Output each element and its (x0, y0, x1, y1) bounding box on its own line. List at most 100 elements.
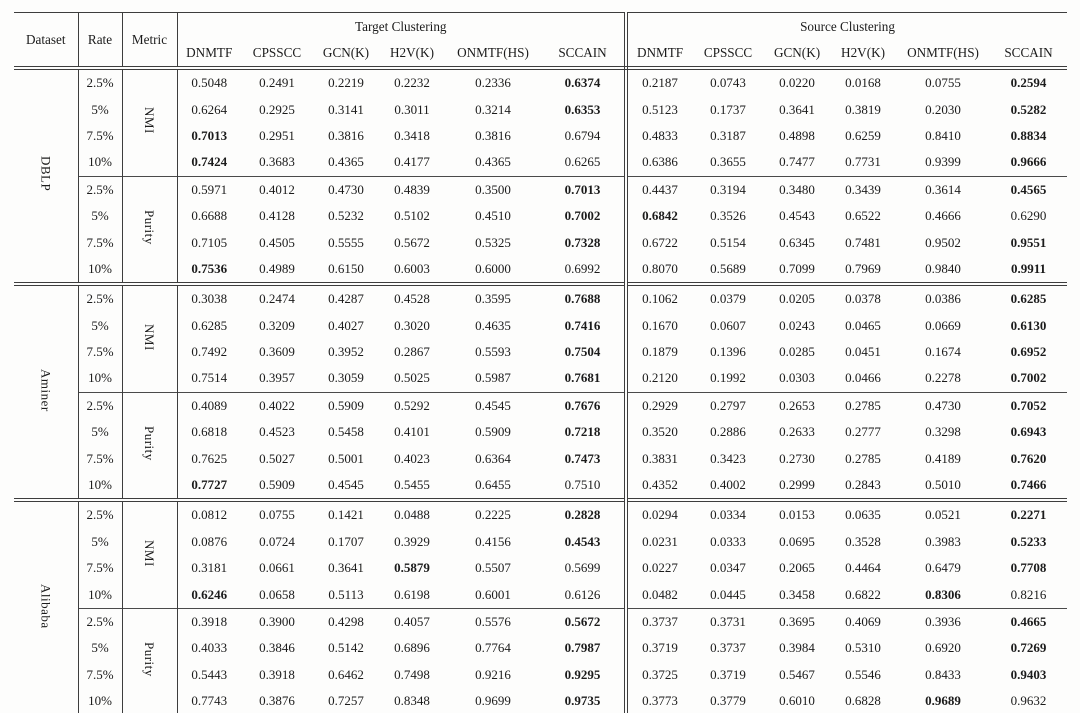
source-h2v-k-value: 0.0451 (845, 344, 881, 360)
source-h2v-k-value: 0.3439 (830, 175, 897, 203)
target-gcn-k-value: 0.3816 (328, 127, 364, 143)
dataset-label-dblp: DBLP (14, 68, 79, 285)
metric-label-purity: Purity (122, 175, 178, 285)
source-dnmtf-value: 0.6386 (642, 154, 678, 170)
target-sccain-value: 0.5699 (541, 555, 629, 582)
source-dnmtf-value: 0.3719 (642, 640, 678, 656)
source-gcn-k-value: 0.2633 (779, 424, 815, 440)
target-h2v-k-value: 0.6896 (394, 640, 430, 656)
col-header-target-onmtf-hs: ONMTF(HS) (445, 40, 541, 70)
target-dnmtf-value: 0.4089 (177, 391, 241, 420)
target-dnmtf-value: 0.7013 (191, 127, 228, 143)
dataset-label-text: Alibaba (38, 583, 54, 629)
table-row: 5% 0.6688 0.4128 0.5232 0.5102 0.4510 0.7002 0.… (14, 202, 1067, 230)
metric-label-purity: Purity (122, 391, 178, 501)
rate-cell: 10% (78, 365, 123, 393)
target-onmtf-hs-value: 0.5325 (475, 234, 511, 250)
source-onmtf-hs-value: 0.8410 (925, 127, 961, 143)
source-onmtf-hs-value: 0.9689 (925, 693, 961, 709)
source-gcn-k-value: 0.6345 (779, 234, 815, 250)
target-h2v-k-value: 0.4057 (379, 607, 445, 636)
target-onmtf-hs-value: 0.4510 (475, 208, 511, 224)
source-onmtf-hs-value: 0.5010 (925, 477, 961, 493)
target-sccain-value: 0.6992 (541, 255, 629, 285)
table-row: 10% 0.7536 0.4989 0.6150 0.6003 0.6000 0.6992 0… (14, 255, 1067, 285)
source-onmtf-hs-value: 0.2278 (925, 370, 961, 386)
target-h2v-k-value: 0.6003 (394, 260, 430, 276)
table-row: 7.5% 0.7492 0.3609 0.3952 0.2867 0.5593 0.7504… (14, 338, 1067, 366)
table-row: 10% 0.7727 0.5909 0.4545 0.5455 0.6455 0.7510 0… (14, 471, 1067, 501)
source-h2v-k-value: 0.0635 (830, 498, 897, 529)
col-group-target-clustering: Target Clustering (177, 12, 629, 40)
col-header-rate: Rate (78, 12, 123, 70)
target-dnmtf-value: 0.6246 (191, 586, 228, 602)
target-sccain-value: 0.2828 (541, 498, 629, 529)
source-sccain-value: 0.7052 (990, 391, 1068, 420)
col-header-source-onmtf-hs: ONMTF(HS) (896, 40, 991, 70)
source-sccain-value: 0.5233 (1010, 533, 1047, 549)
target-gcn-k-value: 0.1421 (313, 498, 379, 529)
target-h2v-k-value: 0.4177 (394, 154, 430, 170)
target-gcn-k-value: 0.3641 (328, 560, 364, 576)
rate-cell: 7.5% (78, 661, 123, 688)
source-gcn-k-value: 0.0220 (779, 75, 815, 91)
target-sccain-value: 0.7510 (541, 471, 629, 501)
source-dnmtf-value: 0.2120 (642, 370, 678, 386)
target-sccain-value: 0.6374 (541, 68, 629, 97)
dataset-label-aminer: Aminer (14, 282, 79, 501)
target-sccain-value: 0.7416 (541, 312, 629, 339)
target-onmtf-hs-value: 0.3816 (475, 127, 511, 143)
source-onmtf-hs-value: 0.3298 (925, 424, 961, 440)
target-dnmtf-value: 0.7514 (191, 370, 228, 386)
target-dnmtf-value: 0.3918 (177, 607, 241, 636)
source-gcn-k-value: 0.2730 (779, 450, 815, 466)
source-cpsscc-value: 0.5154 (710, 234, 746, 250)
target-onmtf-hs-value: 0.5593 (475, 344, 511, 360)
source-sccain-value: 0.9551 (1010, 234, 1047, 250)
target-cpsscc-value: 0.3900 (241, 607, 313, 636)
source-dnmtf-value: 0.8070 (642, 260, 678, 276)
target-gcn-k-value: 0.4287 (313, 282, 379, 313)
target-cpsscc-value: 0.0724 (259, 533, 295, 549)
target-cpsscc-value: 0.4022 (241, 391, 313, 420)
source-gcn-k-value: 0.4898 (779, 127, 815, 143)
metric-label-text: NMI (142, 539, 157, 567)
source-h2v-k-value: 0.3528 (845, 533, 881, 549)
target-dnmtf-value: 0.7105 (191, 234, 228, 250)
metric-label-nmi: NMI (122, 282, 178, 393)
target-gcn-k-value: 0.5001 (328, 450, 364, 466)
target-sccain-value: 0.7218 (541, 419, 629, 446)
source-cpsscc-value: 0.3526 (710, 208, 746, 224)
target-gcn-k-value: 0.2219 (328, 75, 364, 91)
source-sccain-value: 0.6285 (990, 282, 1068, 313)
metric-label-text: Purity (142, 209, 157, 245)
source-cpsscc-value: 0.0334 (692, 498, 765, 529)
source-cpsscc-value: 0.3655 (710, 154, 746, 170)
source-sccain-value: 0.6943 (1010, 424, 1047, 440)
target-h2v-k-value: 0.0488 (379, 498, 445, 529)
source-gcn-k-value: 0.3695 (764, 607, 831, 636)
source-onmtf-hs-value: 0.9840 (925, 260, 961, 276)
target-sccain-value: 0.7013 (541, 175, 629, 203)
source-dnmtf-value: 0.4833 (642, 127, 678, 143)
target-gcn-k-value: 0.4545 (328, 477, 364, 493)
source-h2v-k-value: 0.2785 (830, 391, 897, 420)
source-dnmtf-value: 0.3737 (626, 607, 693, 636)
target-onmtf-hs-value: 0.6364 (475, 450, 511, 466)
source-cpsscc-value: 0.1396 (710, 344, 746, 360)
target-cpsscc-value: 0.2491 (259, 75, 295, 91)
target-sccain-value: 0.6265 (541, 149, 629, 177)
col-header-metric: Metric (122, 12, 178, 70)
col-group-source-clustering: Source Clustering (800, 18, 895, 34)
target-sccain-value: 0.5672 (541, 607, 629, 636)
target-h2v-k-value: 0.5025 (394, 370, 430, 386)
metric-label-nmi: NMI (122, 498, 178, 609)
dataset-label-text: DBLP (38, 156, 54, 192)
rate-cell: 2.5% (78, 68, 123, 97)
target-cpsscc-value: 0.4523 (259, 424, 295, 440)
source-sccain-value: 0.7269 (1010, 640, 1047, 656)
target-gcn-k-value: 0.7257 (328, 693, 364, 709)
target-gcn-k-value: 0.6462 (328, 666, 364, 682)
source-onmtf-hs-value: 0.2030 (925, 101, 961, 117)
col-header-target-cpsscc: CPSSCC (241, 40, 313, 70)
